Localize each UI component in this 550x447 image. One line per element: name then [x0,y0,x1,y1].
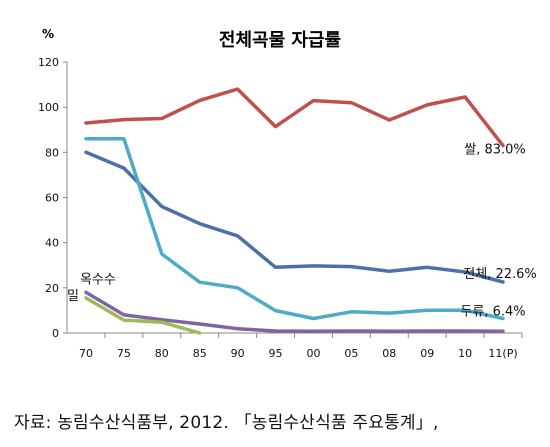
y-tick-label: 100 [38,101,59,114]
chart-area: 전체곡물 자급률 % 0 20 40 60 80 100 120 70 75 80 85 90 95 00… [38,27,537,360]
y-tick-label: 40 [45,237,59,250]
series-line-옥수수 [84,290,505,333]
x-tick-label: 08 [382,347,396,360]
x-tick-label: 90 [231,347,245,360]
x-tick-label: 80 [155,347,169,360]
axes: 0 20 40 60 80 100 120 70 75 80 85 90 95 00 05 08 09 10 11(… [38,56,523,360]
x-tick-label: 00 [306,347,320,360]
chart-title: 전체곡물 자급률 [219,30,341,51]
y-tick-label: 120 [38,56,59,69]
series-label-전체: 전체, 22.6% [463,267,536,282]
series-line-밀 [84,296,202,335]
x-tick-label: 85 [193,347,207,360]
x-tick-label: 95 [269,347,283,360]
x-tick-label: 10 [458,347,472,360]
x-tick-label: 75 [117,347,131,360]
y-tick-label: 0 [52,327,59,340]
x-tick-label: 05 [344,347,358,360]
series-line-전체 [84,150,505,284]
series-label-밀: 밀 [67,289,79,304]
y-tick-label: 60 [45,192,59,205]
series-label-두류: 두류, 6.4% [460,305,525,320]
y-tick-label: 20 [45,282,59,295]
y-axis-unit: % [42,27,54,41]
series-layer [84,87,505,335]
source-note: 자료: 농림수산식품부, 2012. 「농림수산식품 주요통계」, [14,413,439,433]
y-tick-label: 80 [45,146,59,159]
x-tick-label: 70 [79,347,93,360]
series-line-쌀 [84,87,505,148]
series-line-두류 [84,137,505,321]
series-label-옥수수: 옥수수 [80,272,116,287]
series-label-쌀: 쌀, 83.0% [464,143,526,158]
x-tick-label: 11(P) [488,347,517,360]
x-tick-label: 09 [420,347,434,360]
